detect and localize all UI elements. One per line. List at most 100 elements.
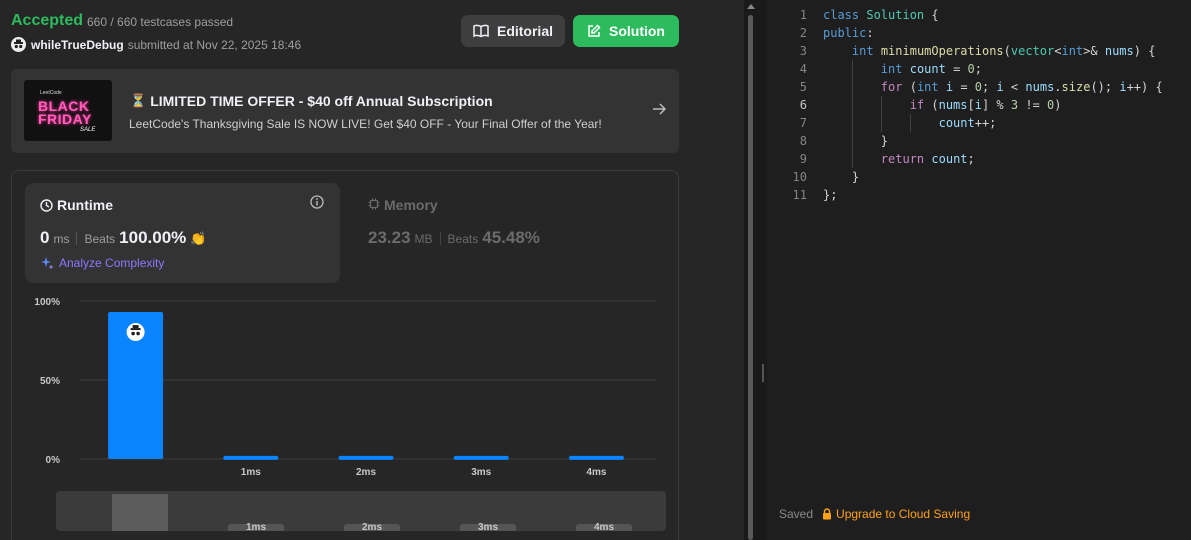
- code-line[interactable]: 5 for (int i = 0; i < nums.size(); i++) …: [767, 78, 1191, 96]
- chart-bar[interactable]: [568, 455, 624, 460]
- code-text: if (nums[i] % 3 != 0): [909, 98, 1062, 112]
- runtime-card[interactable]: Runtime 0 ms Beats 100.00% 👏: [25, 183, 340, 283]
- indent-guide: [909, 114, 911, 132]
- mini-tick-label: 3ms: [478, 522, 498, 531]
- line-number: 1: [799, 8, 807, 22]
- runtime-header: Runtime: [40, 197, 113, 213]
- mini-tick-label: 2ms: [362, 522, 382, 531]
- y-tick-label: 0%: [46, 455, 61, 466]
- promo-banner[interactable]: LeetCode BLACK FRIDAY SALE ⏳ LIMITED TIM…: [11, 69, 679, 153]
- editorial-button[interactable]: Editorial: [461, 15, 565, 47]
- code-text: count++;: [938, 116, 997, 130]
- indent-guide: [851, 150, 853, 168]
- clap-icon: 👏: [190, 231, 207, 246]
- chart-bar[interactable]: [223, 455, 279, 460]
- scroll-up-icon[interactable]: [747, 4, 755, 9]
- arrow-right-icon[interactable]: [651, 102, 667, 121]
- memory-values: 23.23 MB Beats 45.48%: [368, 228, 540, 248]
- mini-bar: [460, 524, 516, 531]
- analyze-complexity-link[interactable]: Analyze Complexity: [40, 256, 164, 270]
- code-line[interactable]: 11};: [767, 186, 1191, 204]
- promo-image-line-2: FRIDAY: [38, 111, 92, 127]
- runtime-beats-label: Beats: [84, 232, 116, 246]
- memory-unit: MB: [414, 232, 433, 246]
- code-line[interactable]: 3 int minimumOperations(vector<int>& num…: [767, 42, 1191, 60]
- mini-tick-label: 4ms: [594, 522, 614, 531]
- scrollbar[interactable]: [748, 15, 753, 540]
- chart-bar[interactable]: [338, 455, 394, 460]
- incognito-icon: [14, 39, 23, 49]
- promo-image-sale: SALE: [80, 127, 96, 133]
- upgrade-link[interactable]: Upgrade to Cloud Saving: [822, 507, 970, 521]
- line-number: 7: [799, 116, 807, 130]
- chip-icon: [368, 197, 380, 213]
- memory-beats: 45.48%: [482, 228, 540, 247]
- x-tick-label: 2ms: [356, 467, 376, 478]
- code-line[interactable]: 9 return count;: [767, 150, 1191, 168]
- avatar[interactable]: [11, 37, 26, 52]
- upgrade-label: Upgrade to Cloud Saving: [836, 507, 971, 521]
- x-tick-label: 4ms: [586, 467, 606, 478]
- code-area[interactable]: 1 class Solution { 2 public: 3 int minimumOp…: [767, 6, 1191, 204]
- lock-icon: [823, 508, 832, 520]
- memory-beats-label: Beats: [447, 232, 479, 246]
- line-number: 2: [799, 26, 807, 40]
- chart-bar[interactable]: [453, 455, 509, 460]
- promo-title-text: LIMITED TIME OFFER - $40 off Annual Subs…: [150, 93, 493, 109]
- promo-image-text: BLACK FRIDAY: [38, 98, 92, 127]
- indent-guide: [851, 114, 853, 132]
- chart-range-selector[interactable]: 1ms 2ms 3ms 4ms: [56, 491, 666, 531]
- memory-value: 23.23: [368, 228, 411, 247]
- code-line[interactable]: 1 class Solution {: [767, 6, 1191, 24]
- sparkle-icon: [41, 257, 54, 270]
- line-number: 8: [799, 134, 807, 148]
- x-tick-label: 3ms: [471, 467, 491, 478]
- saved-status: Saved: [779, 507, 814, 521]
- submission-info: whileTrueDebug submitted at Nov 22, 2025…: [11, 37, 301, 52]
- runtime-value: 0: [40, 228, 50, 247]
- clock-icon: [40, 198, 53, 212]
- promo-image-brand: LeetCode: [40, 90, 62, 96]
- chart-bar[interactable]: [108, 312, 164, 459]
- code-text: for (int i = 0; i < nums.size(); i++) {: [880, 80, 1163, 94]
- y-tick-label: 100%: [34, 297, 60, 308]
- mini-highlight-bar: [112, 494, 168, 531]
- mini-bar: [576, 524, 632, 531]
- memory-header[interactable]: Memory: [368, 197, 438, 213]
- code-text: };: [823, 188, 838, 202]
- book-open-icon: [473, 24, 489, 38]
- line-number: 3: [799, 44, 807, 58]
- hourglass-icon: ⏳: [130, 93, 147, 108]
- code-text: class Solution {: [823, 8, 939, 22]
- username-link[interactable]: whileTrueDebug: [31, 37, 124, 52]
- code-editor[interactable]: 1 class Solution { 2 public: 3 int minimumOp…: [767, 0, 1191, 540]
- performance-stats: Runtime 0 ms Beats 100.00% 👏: [11, 170, 679, 540]
- indent-guide: [851, 78, 853, 96]
- info-icon[interactable]: [310, 195, 324, 214]
- mini-tick-label: 1ms: [246, 522, 266, 531]
- resize-handle[interactable]: [762, 364, 764, 382]
- runtime-beats: 100.00%: [119, 228, 187, 247]
- indent-guide: [851, 132, 853, 150]
- black-friday-image: LeetCode BLACK FRIDAY SALE: [24, 80, 112, 141]
- code-line[interactable]: 2 public:: [767, 24, 1191, 42]
- solution-button[interactable]: Solution: [573, 15, 679, 47]
- line-number: 5: [799, 80, 807, 94]
- promo-image-line-1: BLACK: [38, 98, 90, 114]
- analyze-label: Analyze Complexity: [59, 256, 165, 270]
- code-line[interactable]: 8 }: [767, 132, 1191, 150]
- promo-title: ⏳ LIMITED TIME OFFER - $40 off Annual Su…: [130, 93, 493, 109]
- mini-bar: [228, 524, 284, 531]
- code-line[interactable]: 10 }: [767, 168, 1191, 186]
- divider: [439, 231, 441, 245]
- runtime-distribution-chart[interactable]: 0% 50% 100% 1ms 2ms 3ms 4ms: [12, 289, 678, 489]
- editorial-label: Editorial: [496, 23, 553, 39]
- line-number: 10: [792, 170, 807, 184]
- code-line[interactable]: 4 int count = 0;: [767, 60, 1191, 78]
- code-line[interactable]: 6 if (nums[i] % 3 != 0): [767, 96, 1191, 114]
- submitted-time: submitted at Nov 22, 2025 18:46: [127, 37, 302, 52]
- editor-footer: Saved Upgrade to Cloud Saving: [779, 507, 970, 521]
- code-line[interactable]: 7 count++;: [767, 114, 1191, 132]
- indent-guide: [851, 60, 853, 78]
